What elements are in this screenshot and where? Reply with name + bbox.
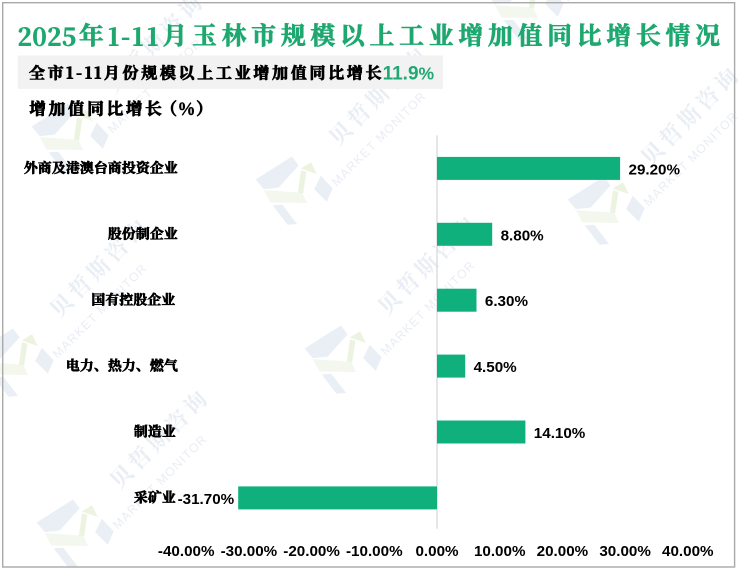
svg-text:-20.00%: -20.00% [283, 543, 340, 560]
svg-text:-31.70%: -31.70% [178, 491, 235, 508]
svg-text:10.00%: 10.00% [474, 543, 526, 560]
svg-text:-40.00%: -40.00% [158, 543, 215, 560]
svg-text:-30.00%: -30.00% [221, 543, 278, 560]
svg-text:11.9%: 11.9% [383, 63, 435, 84]
svg-text:29.20%: 29.20% [629, 161, 681, 178]
svg-text:40.00%: 40.00% [662, 543, 714, 560]
svg-text:30.00%: 30.00% [599, 543, 651, 560]
svg-text:-10.00%: -10.00% [346, 543, 403, 560]
svg-text:0.00%: 0.00% [415, 543, 459, 560]
svg-text:4.50%: 4.50% [474, 359, 518, 376]
svg-text:6.30%: 6.30% [485, 293, 529, 310]
svg-text:20.00%: 20.00% [537, 543, 589, 560]
svg-text:14.10%: 14.10% [534, 425, 586, 442]
svg-text:8.80%: 8.80% [501, 227, 545, 244]
